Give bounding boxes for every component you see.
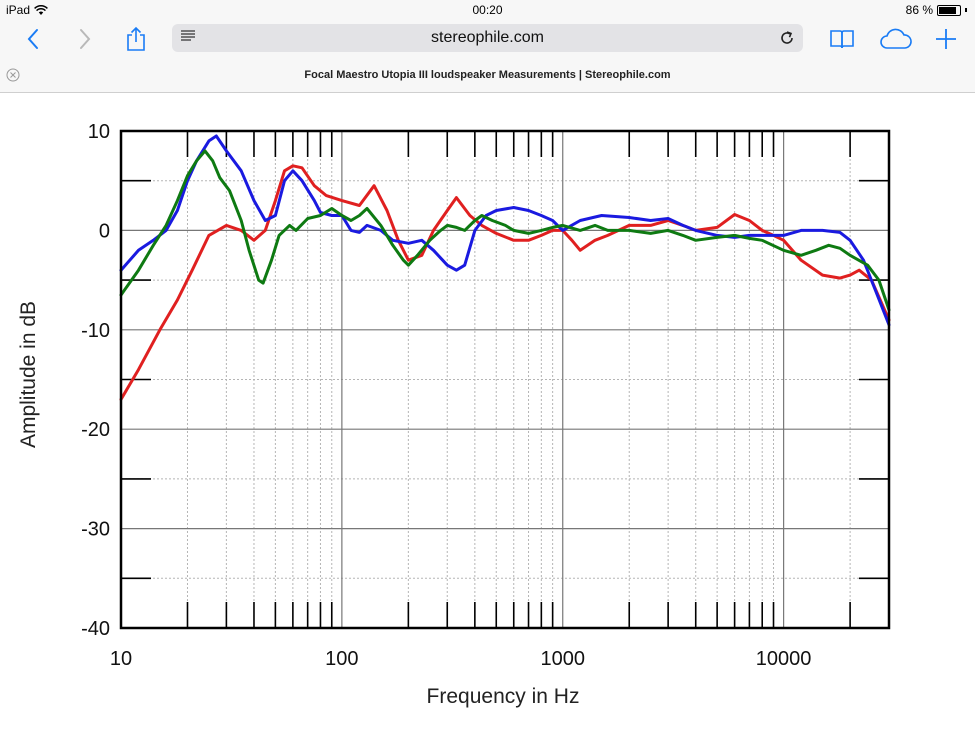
minor-grid bbox=[121, 131, 889, 628]
x-tick-label: 10 bbox=[110, 648, 132, 670]
y-tick-label: -20 bbox=[81, 419, 110, 441]
y-tick-label: 10 bbox=[88, 121, 110, 143]
tab-bar: Focal Maestro Utopia III loudspeaker Mea… bbox=[0, 58, 975, 93]
x-tick-label: 10000 bbox=[756, 648, 812, 670]
icloud-tabs-button[interactable] bbox=[876, 23, 916, 55]
close-tab-icon[interactable] bbox=[6, 68, 20, 82]
chevron-left-icon bbox=[27, 29, 38, 49]
wifi-icon bbox=[34, 4, 48, 15]
tab-title: Focal Maestro Utopia III loudspeaker Mea… bbox=[304, 69, 671, 81]
device-name: iPad bbox=[6, 3, 31, 17]
y-axis-label: Amplitude in dB bbox=[17, 301, 40, 448]
x-tick-label: 100 bbox=[325, 648, 358, 670]
forward-button[interactable] bbox=[68, 23, 102, 55]
back-button[interactable] bbox=[16, 23, 50, 55]
x-tick-labels: 10 100 1000 10000 bbox=[110, 648, 812, 670]
bookmarks-button[interactable] bbox=[825, 23, 859, 55]
y-tick-label: -10 bbox=[81, 320, 110, 342]
reader-icon[interactable] bbox=[181, 30, 195, 42]
frequency-response-chart: 100-10-20-30-40 10 100 1000 10000 Frequency… bbox=[17, 121, 891, 708]
address-bar[interactable]: stereophile.com bbox=[172, 24, 803, 52]
book-icon bbox=[830, 30, 854, 49]
chevron-right-icon bbox=[80, 29, 91, 49]
y-tick-label: -30 bbox=[81, 519, 110, 541]
share-button[interactable] bbox=[119, 23, 153, 55]
series-lines bbox=[119, 134, 891, 401]
browser-toolbar: stereophile.com bbox=[0, 20, 975, 58]
battery-icon bbox=[937, 4, 961, 16]
y-tick-label: 0 bbox=[99, 220, 110, 242]
cloud-icon bbox=[880, 28, 912, 49]
status-left: iPad bbox=[6, 3, 48, 17]
x-tick-label: 1000 bbox=[540, 648, 585, 670]
new-tab-button[interactable] bbox=[929, 23, 963, 55]
reload-icon[interactable] bbox=[777, 28, 797, 48]
battery-percent: 86 % bbox=[905, 3, 933, 17]
x-axis-label: Frequency in Hz bbox=[427, 685, 580, 708]
status-bar: iPad 00:20 86 % bbox=[0, 0, 975, 20]
status-time: 00:20 bbox=[472, 3, 503, 17]
plus-icon bbox=[936, 29, 956, 49]
plot-frame bbox=[119, 129, 891, 630]
y-tick-label: -40 bbox=[81, 618, 110, 640]
status-right: 86 % bbox=[906, 3, 967, 17]
series-line-1 bbox=[119, 164, 891, 401]
y-tick-labels: 10 0 -10 -20 -30 -40 bbox=[81, 121, 110, 640]
tick-marks bbox=[121, 131, 889, 628]
url-text: stereophile.com bbox=[431, 29, 544, 46]
share-icon bbox=[127, 26, 145, 51]
series-line-3 bbox=[119, 149, 891, 312]
battery-tip bbox=[965, 8, 967, 12]
